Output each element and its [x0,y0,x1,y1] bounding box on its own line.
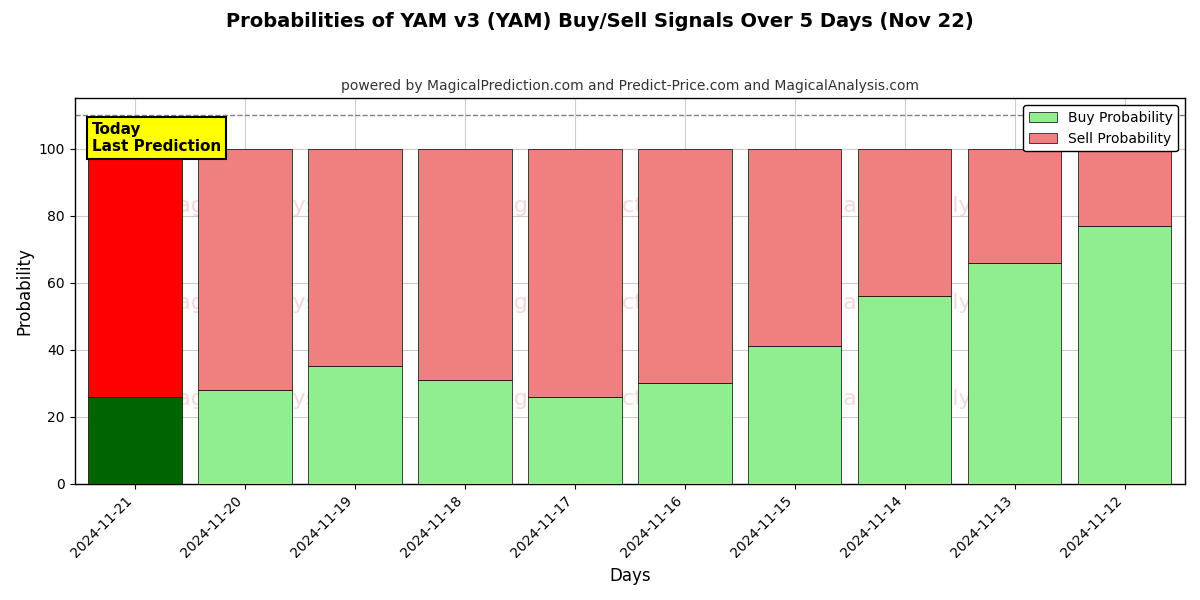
Bar [308,367,402,484]
Bar [748,149,841,346]
Text: MagicalAnalysis.com: MagicalAnalysis.com [824,196,1056,216]
Bar [419,380,511,484]
Text: MagicalAnalysis.com: MagicalAnalysis.com [824,389,1056,409]
Bar [89,397,182,484]
Text: MagicalAnalysis.com: MagicalAnalysis.com [824,293,1056,313]
Bar [748,346,841,484]
Bar [198,390,292,484]
Bar [1078,149,1171,226]
Legend: Buy Probability, Sell Probability: Buy Probability, Sell Probability [1024,105,1178,151]
Bar [858,149,952,296]
Text: Probabilities of YAM v3 (YAM) Buy/Sell Signals Over 5 Days (Nov 22): Probabilities of YAM v3 (YAM) Buy/Sell S… [226,12,974,31]
Text: MagicalPrediction.com: MagicalPrediction.com [482,293,733,313]
Text: MagicalPrediction.com: MagicalPrediction.com [482,196,733,216]
Text: Today
Last Prediction: Today Last Prediction [91,122,221,154]
Text: MagicalAnalysis.com: MagicalAnalysis.com [158,389,390,409]
Bar [419,149,511,380]
Bar [89,149,182,397]
X-axis label: Days: Days [610,567,650,585]
Bar [968,149,1061,263]
Text: MagicalPrediction.com: MagicalPrediction.com [482,389,733,409]
Title: powered by MagicalPrediction.com and Predict-Price.com and MagicalAnalysis.com: powered by MagicalPrediction.com and Pre… [341,79,919,93]
Bar [198,149,292,390]
Bar [308,149,402,367]
Bar [528,149,622,397]
Bar [638,383,732,484]
Bar [1078,226,1171,484]
Y-axis label: Probability: Probability [16,247,34,335]
Bar [968,263,1061,484]
Text: MagicalAnalysis.com: MagicalAnalysis.com [158,293,390,313]
Bar [528,397,622,484]
Text: MagicalAnalysis.com: MagicalAnalysis.com [158,196,390,216]
Bar [638,149,732,383]
Bar [858,296,952,484]
